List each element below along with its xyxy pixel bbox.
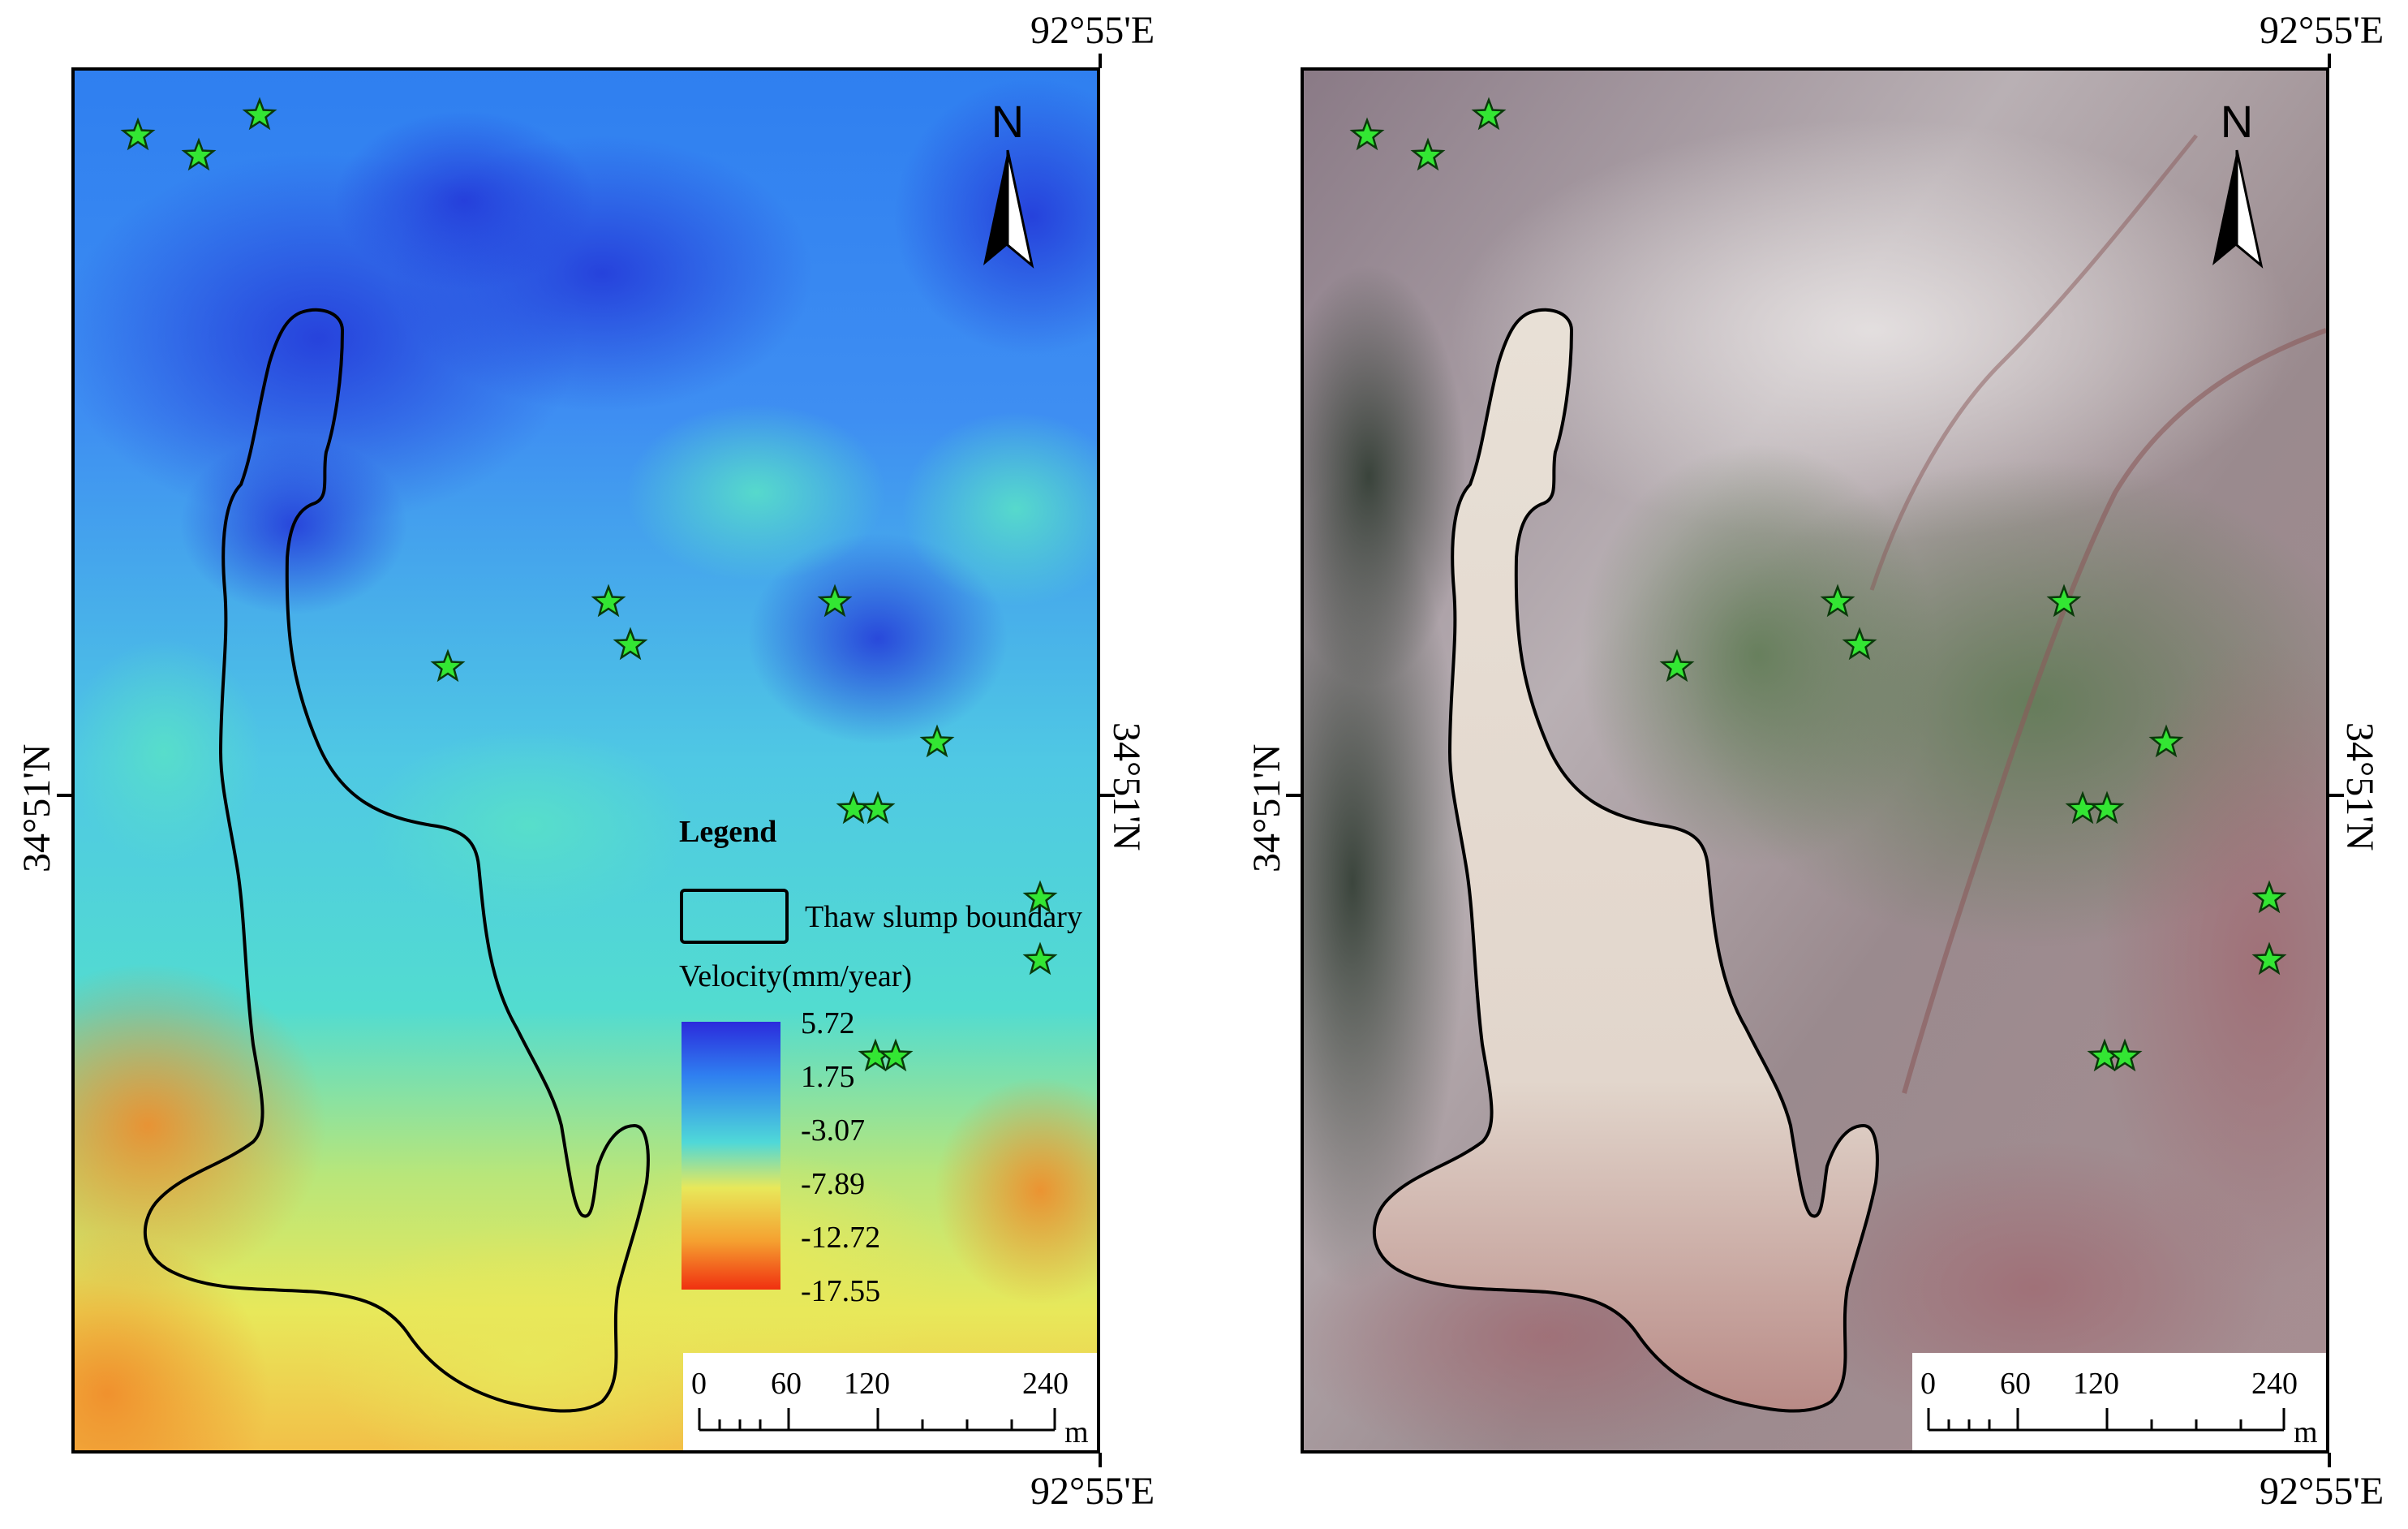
scale-bar: 0 60 120 240 m	[683, 1353, 1097, 1450]
star-marker-icon	[1022, 880, 1058, 914]
latitude-label-left-outer: 34°51'N	[15, 743, 58, 872]
colorbar-label-4: -12.72	[801, 1221, 880, 1255]
velocity-map-panel: N Legend Thaw slump boundary Velocity(mm…	[71, 67, 1100, 1454]
latitude-label-right-inner: 34°51'N	[2338, 722, 2381, 851]
legend: Legend Thaw slump boundary Velocity(mm/y…	[679, 815, 1082, 1308]
colorbar-label-2: -3.07	[801, 1113, 865, 1148]
longitude-label-top-left: 92°55'E	[1030, 9, 1155, 52]
colorbar-label-1: 1.75	[801, 1060, 855, 1094]
north-arrow-label: N	[2221, 96, 2253, 147]
legend-colorbar	[682, 1022, 780, 1290]
star-marker-icon	[1820, 584, 1855, 618]
star-marker-icon	[1022, 941, 1058, 976]
legend-boundary-swatch	[680, 889, 789, 944]
sample-markers	[1349, 97, 2287, 1072]
star-marker-icon	[878, 1038, 914, 1072]
lat-tick-left-a	[57, 794, 71, 797]
scale-tick-0: 0	[691, 1367, 707, 1401]
legend-title: Legend	[679, 815, 776, 849]
tick-top-right	[2328, 54, 2331, 68]
star-marker-icon	[1659, 648, 1695, 683]
longitude-label-bottom-left: 92°55'E	[1030, 1470, 1155, 1513]
tick-bottom-right	[2328, 1453, 2331, 1467]
scale-bar: 0 60 120 240 m	[1912, 1353, 2326, 1450]
star-marker-icon	[919, 724, 955, 758]
lat-tick-right-b	[2329, 794, 2344, 797]
star-marker-icon	[430, 648, 466, 683]
star-marker-icon	[120, 117, 156, 151]
legend-velocity-title: Velocity(mm/year)	[679, 959, 912, 993]
longitude-label-top-right: 92°55'E	[2260, 9, 2384, 52]
thaw-slump-boundary	[144, 308, 650, 1413]
tick-top-left	[1099, 54, 1102, 68]
tick-bottom-left	[1099, 1453, 1102, 1467]
scale-unit: m	[2294, 1415, 2318, 1449]
star-marker-icon	[181, 137, 217, 171]
scale-tick-240: 240	[1022, 1367, 1069, 1401]
star-marker-icon	[1410, 137, 1446, 171]
star-marker-icon	[2251, 941, 2287, 976]
imagery-panel: N 0 60 120 240 m	[1301, 67, 2329, 1454]
north-arrow-icon	[983, 149, 1034, 269]
velocity-map: N Legend Thaw slump boundary Velocity(mm…	[75, 71, 1097, 1450]
satellite-image: N 0 60 120 240 m	[1304, 71, 2326, 1450]
scale-tick-240: 240	[2251, 1367, 2298, 1401]
longitude-label-bottom-right: 92°55'E	[2260, 1470, 2384, 1513]
star-marker-icon	[2107, 1038, 2143, 1072]
star-marker-icon	[242, 97, 277, 131]
star-marker-icon	[1842, 627, 1877, 661]
star-marker-icon	[591, 584, 626, 618]
star-marker-icon	[613, 627, 648, 661]
latitude-label-right-outer: 34°51'N	[1245, 743, 1288, 872]
colorbar-label-0: 5.72	[801, 1006, 855, 1040]
sample-markers	[120, 97, 1058, 1072]
scale-unit: m	[1064, 1415, 1089, 1449]
latitude-label-left-inner: 34°51'N	[1105, 722, 1148, 851]
colorbar-label-5: -17.55	[801, 1274, 880, 1308]
north-arrow-icon	[2212, 149, 2264, 269]
colorbar-label-3: -7.89	[801, 1167, 865, 1201]
star-marker-icon	[817, 584, 853, 618]
star-marker-icon	[2046, 584, 2082, 618]
lat-tick-left-b	[1100, 794, 1115, 797]
lat-tick-right-a	[1286, 794, 1301, 797]
scale-tick-60: 60	[771, 1367, 802, 1401]
scale-tick-0: 0	[1920, 1367, 1936, 1401]
star-marker-icon	[860, 790, 896, 825]
star-marker-icon	[1471, 97, 1507, 131]
scale-tick-60: 60	[2000, 1367, 2031, 1401]
scale-tick-120: 120	[2073, 1367, 2119, 1401]
star-marker-icon	[2148, 724, 2184, 758]
scale-tick-120: 120	[844, 1367, 890, 1401]
colorbar-labels: 5.72 1.75 -3.07 -7.89 -12.72 -17.55	[801, 1006, 880, 1308]
star-marker-icon	[2089, 790, 2125, 825]
star-marker-icon	[2251, 880, 2287, 914]
star-marker-icon	[1349, 117, 1385, 151]
thaw-slump-boundary	[1373, 308, 1879, 1413]
north-arrow-label: N	[991, 96, 1024, 147]
